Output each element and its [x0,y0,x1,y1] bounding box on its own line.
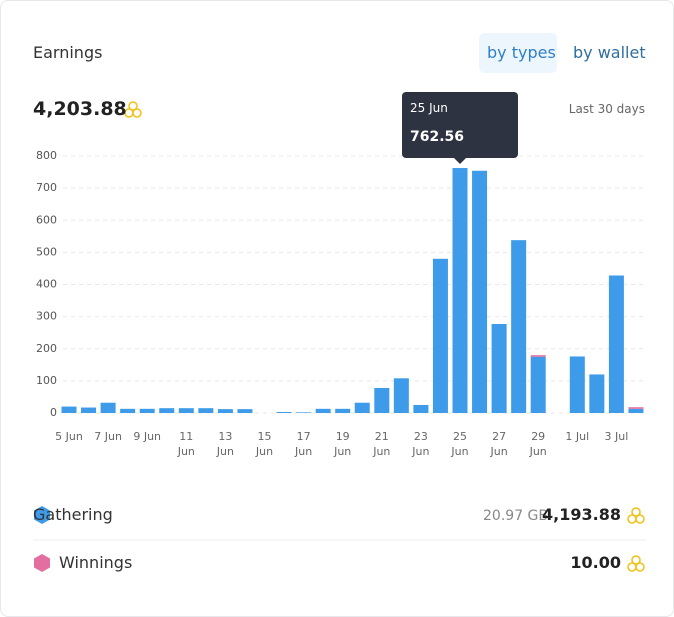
bar [296,412,312,413]
y-tick-label: 800 [36,149,57,162]
legend-summary: 20.97 GB [483,508,548,524]
legend-total: 4,193.88 [542,505,621,524]
tooltip-arrow [454,158,466,164]
bar [315,408,331,413]
bar [491,324,507,413]
bar [511,240,527,413]
y-tick-label: 200 [36,342,57,355]
y-tick-label: 100 [36,374,57,387]
x-tick-label: 25 Jun [451,430,469,458]
x-tick-label: 29 Jun [529,430,547,458]
y-tick-label: 500 [36,245,57,258]
x-tick-label: 15 Jun [255,430,274,458]
coin-ring [128,101,138,111]
bar [139,408,155,413]
x-tick-label: 7 Jun [94,430,122,443]
coin-icon [627,555,645,572]
x-tick-label: 27 Jun [490,430,508,458]
coin-icon [124,101,142,118]
y-tick-label: 400 [36,278,57,291]
coin-ring [635,562,645,572]
bar [608,275,624,413]
legend-swatch [34,506,50,524]
bar [100,402,116,413]
bar [374,387,390,413]
y-tick-label: 0 [50,406,57,419]
x-tick-label: 11 Jun [177,430,195,458]
x-tick-label: 1 Jul [565,430,590,443]
coin-ring [631,555,641,565]
bar [61,406,77,413]
legend-label: Gathering [33,505,113,524]
legend-total: 10.00 [570,553,621,572]
coin-icon [627,507,645,524]
x-tick-label: 9 Jun [133,430,162,443]
bar [198,408,214,413]
bar [120,408,136,413]
bar [432,258,448,413]
bar [81,407,97,413]
x-tick-label: 13 Jun [216,430,234,458]
x-tick-label: 23 Jun [412,430,430,458]
legend-swatch [34,554,50,572]
y-tick-label: 700 [36,181,57,194]
coin-ring [627,562,637,572]
tooltip-date: 25 Jun [410,101,448,115]
bar [217,409,233,413]
bar [589,374,605,413]
tab-active-bg [479,33,557,73]
bar [628,407,644,409]
bar [237,409,253,413]
coin-ring [627,514,637,524]
total: 4,203.88 [33,98,127,120]
y-tick-label: 300 [36,310,57,323]
bar [569,356,585,413]
tab[interactable]: by wallet [573,43,646,62]
bar [393,378,409,413]
x-tick-label: 17 Jun [295,430,313,458]
bar [530,355,546,357]
x-tick-label: 5 Jun [55,430,83,443]
y-tick-label: 600 [36,213,57,226]
period: Last 30 days [568,102,645,116]
bar [413,404,429,413]
tab[interactable]: by types [487,43,556,62]
bar [159,408,175,413]
x-tick-label: 3 Jul [604,430,629,443]
legend-label: Winnings [59,553,133,572]
bar [178,408,194,413]
x-tick-label: 19 Jun [334,430,352,458]
coin-ring [631,507,641,517]
coin-ring [635,514,645,524]
coin-ring [132,108,142,118]
x-tick-label: 21 Jun [373,430,391,458]
tooltip-value: 762.56 [410,129,465,145]
bar [472,170,488,413]
card-title: Earnings [33,43,103,62]
bar [276,412,292,413]
bar [354,402,370,413]
bar [530,356,546,413]
bar [335,408,351,413]
bar [628,408,644,413]
tooltip: 25 Jun 762.56 [402,92,518,164]
bar [452,168,468,413]
